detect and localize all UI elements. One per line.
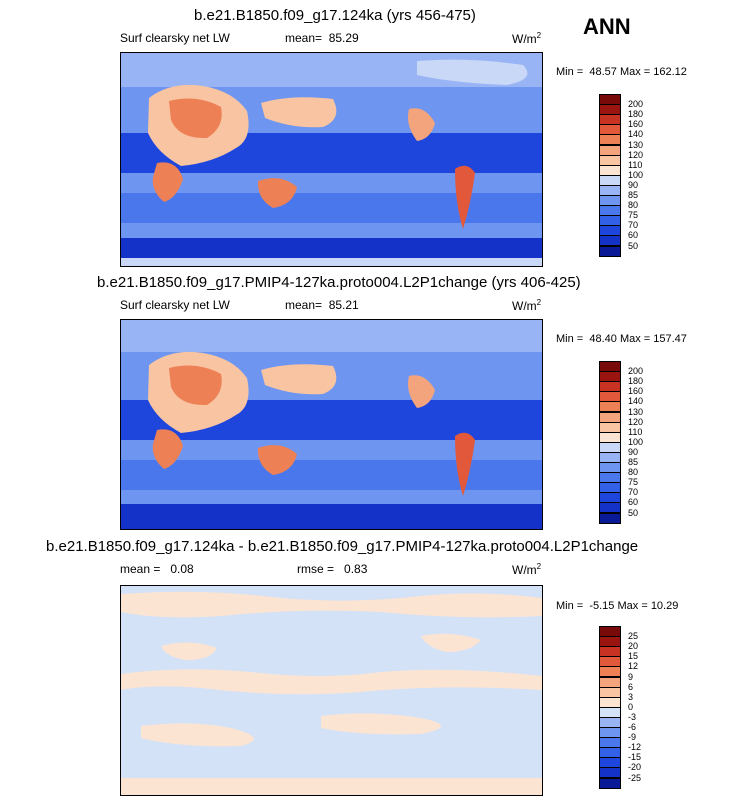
colorbar-2-label: 50 bbox=[628, 507, 639, 518]
colorbar-3-label: 20 bbox=[628, 641, 639, 652]
panel3-rmse-value: 0.83 bbox=[344, 562, 368, 576]
colorbar-2-label: 60 bbox=[628, 497, 639, 508]
colorbar-1-label: 75 bbox=[628, 210, 639, 221]
panel3-max-value: 10.29 bbox=[650, 600, 679, 612]
colorbar-2-label: 70 bbox=[628, 487, 639, 498]
panel1-units: W/m2 bbox=[512, 31, 541, 46]
panel2-units: W/m2 bbox=[512, 298, 541, 313]
panel2-mean: mean= 85.21 bbox=[285, 298, 359, 312]
colorbar-2-label: 180 bbox=[628, 376, 644, 387]
colorbar-2-label: 200 bbox=[628, 366, 644, 377]
panel3-mean: mean = 0.08 bbox=[120, 562, 194, 576]
panel2-map-plot bbox=[121, 320, 542, 529]
panel3-mean-label: mean = bbox=[120, 562, 161, 576]
colorbar-1-label: 50 bbox=[628, 240, 639, 251]
panel1-colorbar: 200 180 160 140 130 120 110 100 90 85 80 75 70 60 50 bbox=[599, 94, 643, 257]
panel3-map-plot bbox=[121, 586, 542, 795]
colorbar-3-label: -3 bbox=[628, 711, 637, 722]
colorbar-1-label: 110 bbox=[628, 159, 643, 170]
colorbar-3-label: 25 bbox=[628, 631, 639, 642]
colorbar-3-swatch bbox=[599, 777, 621, 789]
panel1-min-value: 48.57 bbox=[589, 66, 617, 78]
colorbar-2-label: 85 bbox=[628, 457, 639, 467]
panel3-max-label: Max = bbox=[617, 600, 648, 612]
panel3-mean-value: 0.08 bbox=[170, 562, 194, 576]
colorbar-3-label: 9 bbox=[628, 671, 634, 682]
colorbar-1-label: 70 bbox=[628, 220, 639, 231]
colorbar-1-label: 80 bbox=[628, 200, 639, 211]
colorbar-1-label: 140 bbox=[628, 129, 644, 140]
panel2-minmax: Min = 48.40 Max = 157.47 bbox=[556, 333, 687, 345]
panel1-mean: mean= 85.29 bbox=[285, 31, 359, 45]
panel2-title: b.e21.B1850.f09_g17.PMIP4-127ka.proto004… bbox=[97, 274, 581, 291]
colorbar-3-label: -20 bbox=[628, 762, 642, 773]
panel2-mean-label: mean= bbox=[285, 298, 323, 312]
panel1-min-label: Min = bbox=[556, 66, 584, 78]
panel2-units-sup: 2 bbox=[536, 298, 542, 307]
panel1-title: b.e21.B1850.f09_g17.124ka (yrs 456-475) bbox=[194, 7, 476, 24]
panel3-colorbar: 25 20 15 12 9 6 3 0 -3 -6 -9 -12 -15 -20 -25 bbox=[599, 626, 641, 789]
colorbar-2-label: 90 bbox=[628, 446, 639, 457]
panel2-min-value: 48.40 bbox=[589, 333, 617, 345]
panel1-max-value: 162.12 bbox=[653, 66, 687, 78]
colorbar-1-label: 130 bbox=[628, 139, 644, 150]
season-label: ANN bbox=[583, 14, 631, 39]
panel2-min-label: Min = bbox=[556, 333, 584, 345]
colorbar-3-label: -9 bbox=[628, 732, 637, 743]
panel1-map-plot bbox=[121, 53, 542, 266]
colorbar-1-label: 60 bbox=[628, 230, 639, 241]
panel3-min-value: -5.15 bbox=[589, 600, 615, 612]
panel1-mean-label: mean= bbox=[285, 31, 323, 45]
panel1-units-sup: 2 bbox=[536, 31, 542, 40]
panel2-variable: Surf clearsky net LW bbox=[120, 298, 230, 312]
colorbar-2-swatch bbox=[599, 512, 621, 524]
colorbar-1-label: 160 bbox=[628, 119, 644, 130]
panel1-units-text: W/m bbox=[512, 32, 537, 46]
colorbar-2-label: 110 bbox=[628, 426, 643, 437]
colorbar-2-label: 140 bbox=[628, 396, 644, 407]
colorbar-2-label: 75 bbox=[628, 477, 639, 488]
panel2-colorbar: 200 180 160 140 130 120 110 100 90 85 80 75 70 60 50 bbox=[599, 361, 643, 524]
colorbar-3-label: -15 bbox=[628, 752, 642, 763]
panel1-map bbox=[120, 52, 543, 267]
panel3-units: W/m2 bbox=[512, 562, 541, 577]
colorbar-3-label: 12 bbox=[628, 661, 639, 672]
colorbar-3-label: 6 bbox=[628, 681, 634, 692]
colorbar-1-label: 90 bbox=[628, 179, 639, 190]
panel3-rmse-label: rmse = bbox=[297, 562, 335, 576]
panel3-units-text: W/m bbox=[512, 563, 537, 577]
colorbar-1-label: 120 bbox=[628, 149, 644, 160]
colorbar-2-label: 120 bbox=[628, 416, 644, 427]
panel2-max-label: Max = bbox=[619, 333, 651, 345]
panel3-map bbox=[120, 585, 543, 796]
colorbar-1-label: 200 bbox=[628, 99, 644, 110]
panel1-minmax: Min = 48.57 Max = 162.12 bbox=[556, 66, 687, 78]
colorbar-1-swatch bbox=[599, 245, 621, 257]
colorbar-2-label: 80 bbox=[628, 467, 639, 478]
panel1-variable: Surf clearsky net LW bbox=[120, 31, 230, 45]
panel3-title: b.e21.B1850.f09_g17.124ka - b.e21.B1850.… bbox=[46, 538, 639, 555]
colorbar-1-label: 100 bbox=[628, 169, 644, 180]
panel1-mean-value: 85.29 bbox=[328, 31, 359, 45]
panel2-map bbox=[120, 319, 543, 530]
colorbar-2-label: 100 bbox=[628, 436, 644, 447]
panel2-max-value: 157.47 bbox=[653, 333, 687, 345]
colorbar-3-label: 3 bbox=[628, 691, 634, 702]
panel1-max-label: Max = bbox=[619, 66, 651, 78]
panel2-units-text: W/m bbox=[512, 299, 537, 313]
colorbar-2-label: 160 bbox=[628, 386, 644, 397]
colorbar-3-label: -25 bbox=[628, 772, 642, 783]
colorbar-2-label: 130 bbox=[628, 406, 644, 417]
colorbar-1-label: 180 bbox=[628, 109, 644, 120]
colorbar-1-label: 85 bbox=[628, 190, 639, 200]
panel3-rmse: rmse = 0.83 bbox=[297, 562, 367, 576]
panel3-min-label: Min = bbox=[556, 600, 584, 612]
panel2-mean-value: 85.21 bbox=[328, 298, 359, 312]
panel3-minmax: Min = -5.15 Max = 10.29 bbox=[556, 600, 678, 612]
colorbar-3-label: 0 bbox=[628, 701, 634, 712]
panel3-units-sup: 2 bbox=[536, 562, 542, 571]
colorbar-3-label: -6 bbox=[628, 722, 637, 732]
colorbar-3-label: -12 bbox=[628, 742, 642, 753]
colorbar-3-label: 15 bbox=[628, 651, 639, 662]
